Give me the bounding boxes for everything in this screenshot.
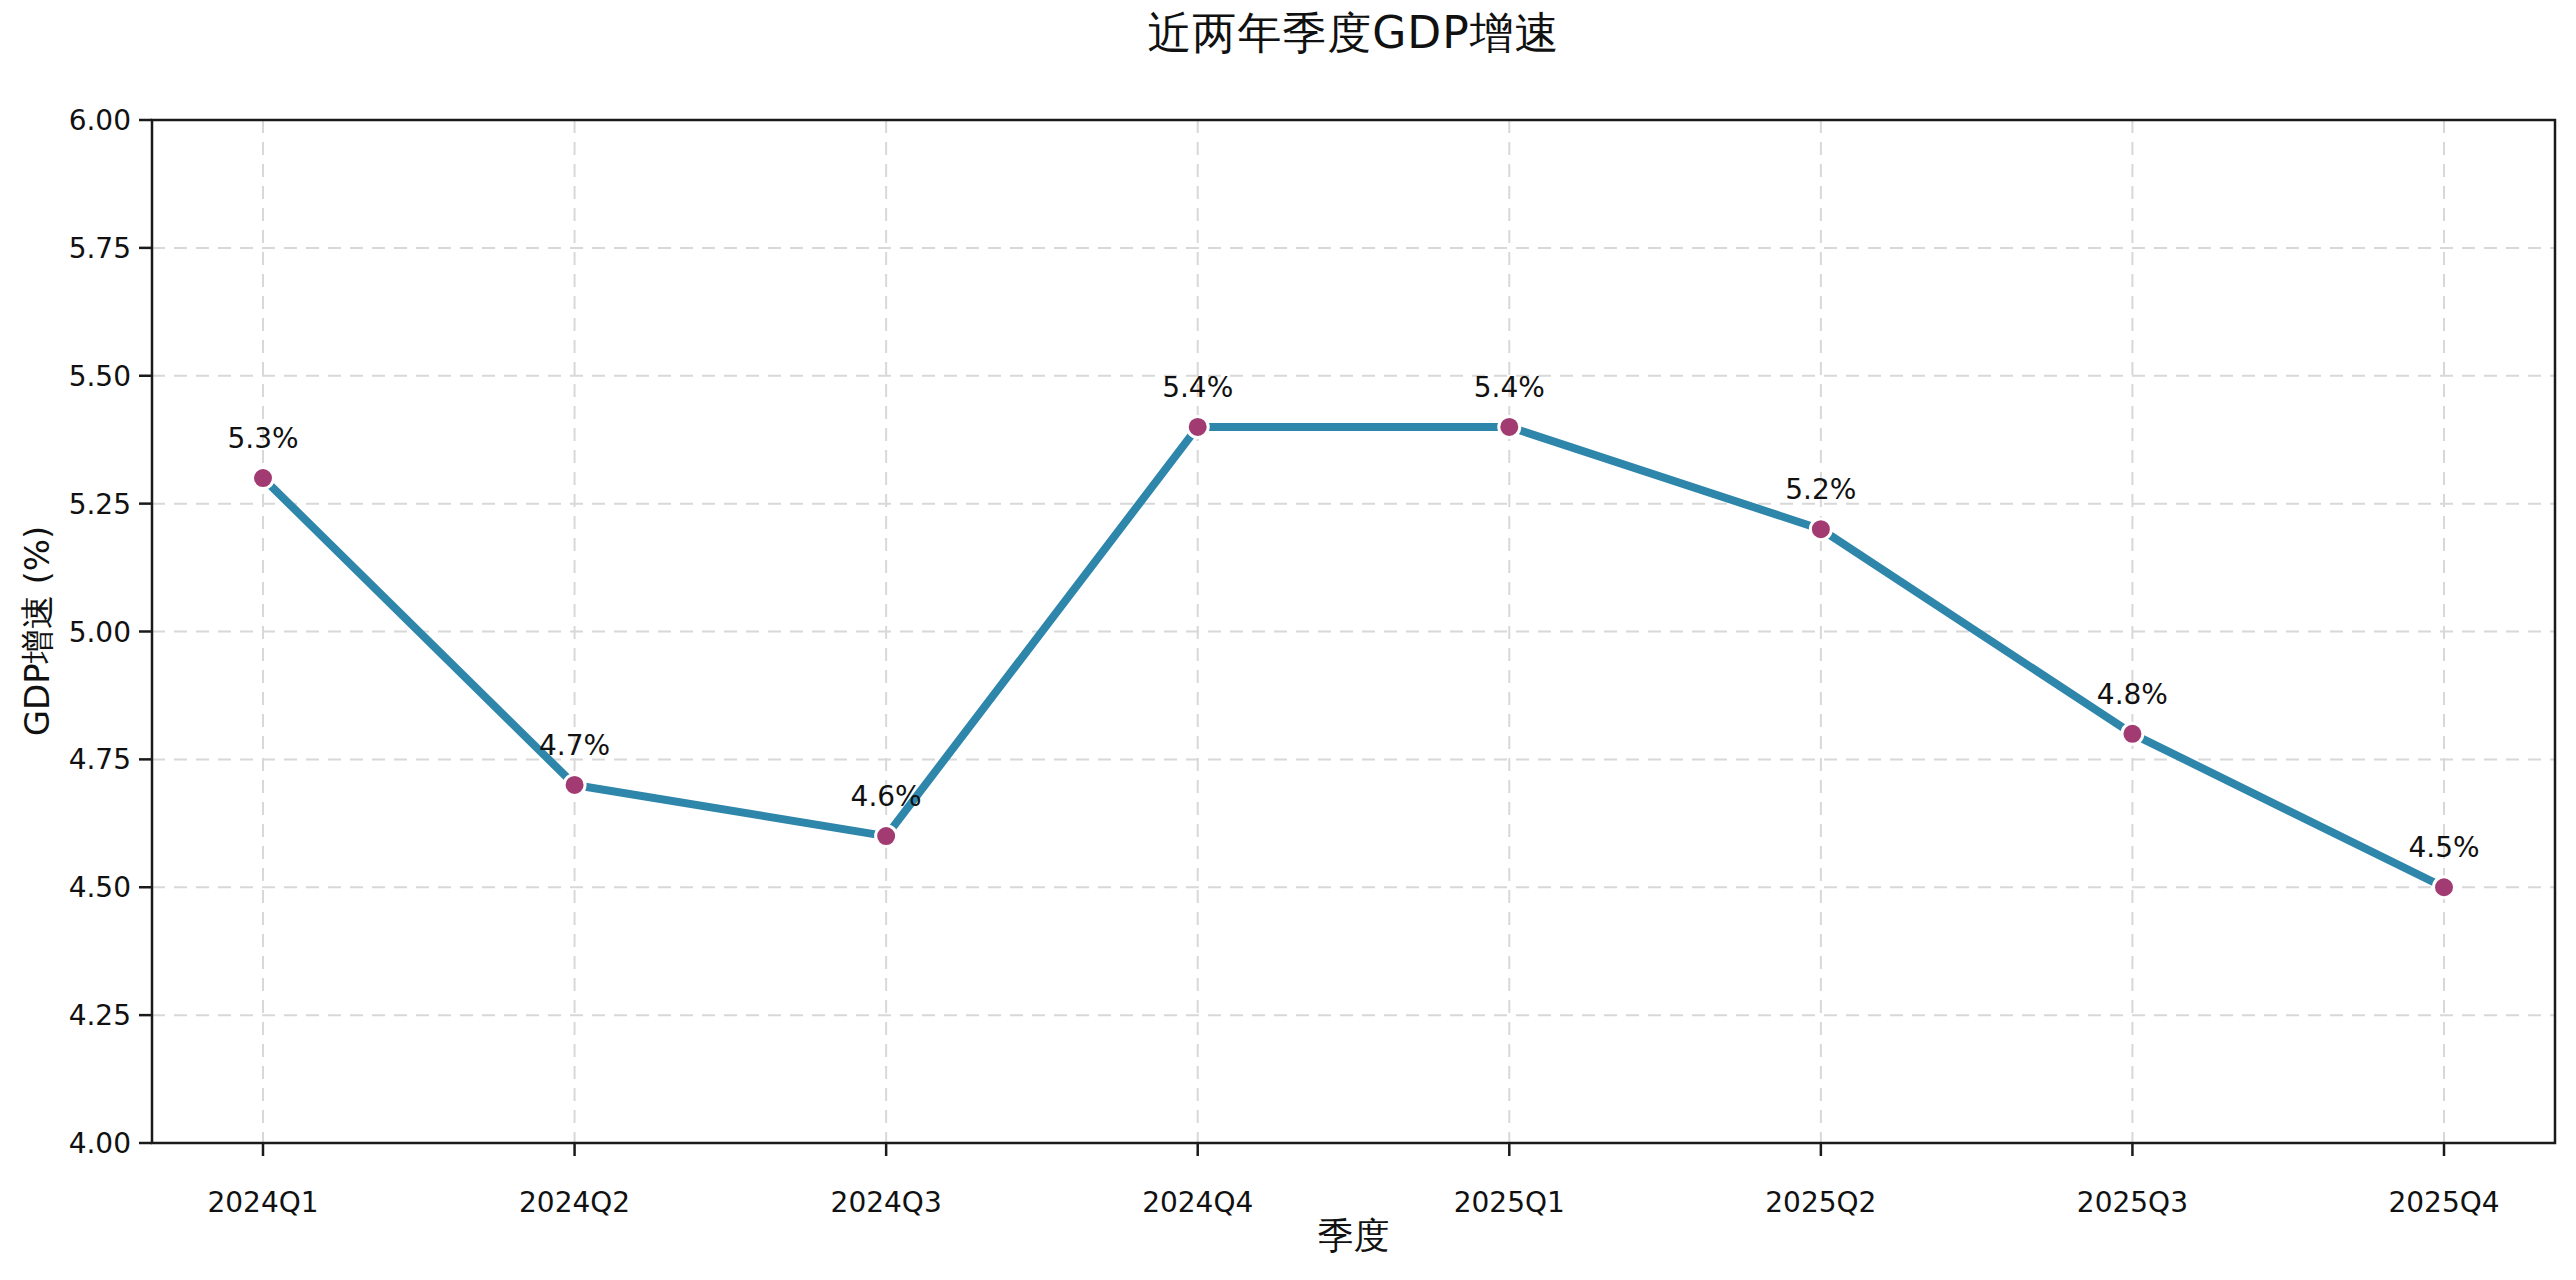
data-point-label: 4.5% <box>2408 831 2479 864</box>
data-point-marker <box>1187 416 1208 437</box>
data-point-label: 5.4% <box>1162 371 1233 404</box>
y-tick-label: 5.00 <box>69 616 131 649</box>
series-line <box>263 427 2444 887</box>
data-point-marker <box>1499 416 1520 437</box>
gridlines <box>152 120 2555 1143</box>
data-point-marker <box>2434 877 2455 898</box>
data-point-marker <box>253 468 274 489</box>
data-point-label: 5.3% <box>227 422 298 455</box>
plot-area: 4.004.254.504.755.005.255.505.756.002024… <box>0 0 2576 1280</box>
data-point-marker <box>2122 723 2143 744</box>
data-points: 5.3% 4.7% 4.6% 5.4% 5.4% 5.2% 4.8% 4.5% <box>227 371 2479 898</box>
data-point-label: 5.2% <box>1785 473 1856 506</box>
y-tick-label: 4.00 <box>69 1127 131 1160</box>
y-tick-label: 5.50 <box>69 360 131 393</box>
y-tick-label: 4.75 <box>69 743 131 776</box>
y-tick-label: 4.50 <box>69 871 131 904</box>
y-tick-label: 5.75 <box>69 232 131 265</box>
data-point-marker <box>1810 519 1831 540</box>
data-point-label: 4.7% <box>539 729 610 762</box>
x-axis-label: 季度 <box>152 1212 2555 1261</box>
data-point-marker <box>564 774 585 795</box>
y-tick-label: 5.25 <box>69 488 131 521</box>
data-point-marker <box>876 826 897 847</box>
y-tick-label: 6.00 <box>69 104 131 137</box>
chart-figure: 近两年季度GDP增速 4.004.254.504.755.005.255.505… <box>0 0 2576 1280</box>
y-axis-label: GDP增速 (%) <box>15 526 61 737</box>
axis-ticks: 4.004.254.504.755.005.255.505.756.002024… <box>69 104 2500 1219</box>
data-point-label: 4.8% <box>2097 678 2168 711</box>
y-tick-label: 4.25 <box>69 999 131 1032</box>
data-point-label: 5.4% <box>1474 371 1545 404</box>
data-point-label: 4.6% <box>851 780 922 813</box>
